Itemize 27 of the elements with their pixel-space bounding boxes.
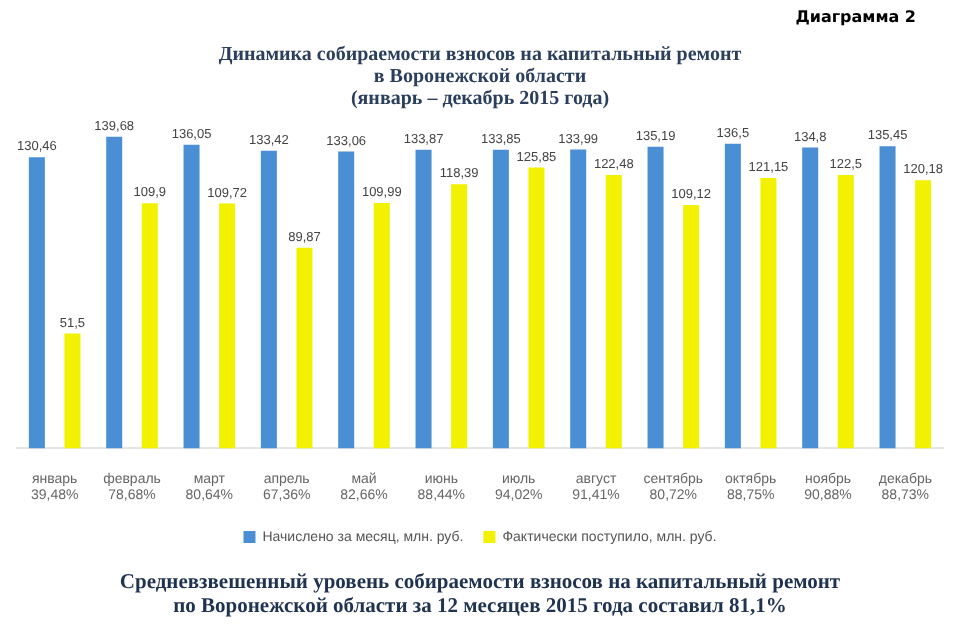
bar xyxy=(528,167,545,449)
bar xyxy=(492,149,509,449)
bar xyxy=(647,146,664,449)
bar xyxy=(879,146,896,449)
bar xyxy=(338,151,355,449)
text: Средневзвешенный уровень собираемости взносов на капитальный ремонт по Воронежской области за 12 месяцев 2015 года составил 81,1% xyxy=(117,572,843,620)
bar xyxy=(760,178,777,449)
bar xyxy=(296,247,313,449)
bar xyxy=(451,184,468,449)
chart-title: Динамика собираемости взносов на капитальный ремонт в Воронежской области (январь – декабрь 2015 года) xyxy=(216,44,744,110)
bar xyxy=(724,143,741,449)
bar xyxy=(415,149,432,449)
text: Диаграмма 2 xyxy=(795,8,916,26)
bar xyxy=(570,149,587,449)
bar xyxy=(64,333,81,449)
bar xyxy=(802,147,819,449)
bar xyxy=(837,175,854,449)
bar xyxy=(106,136,123,449)
bar xyxy=(915,180,932,449)
bar xyxy=(373,202,390,449)
bar xyxy=(260,150,277,449)
bar xyxy=(605,175,622,449)
bar xyxy=(219,203,236,449)
bar xyxy=(183,144,200,449)
bar xyxy=(141,203,158,449)
bar xyxy=(28,157,45,449)
bar xyxy=(683,204,700,449)
